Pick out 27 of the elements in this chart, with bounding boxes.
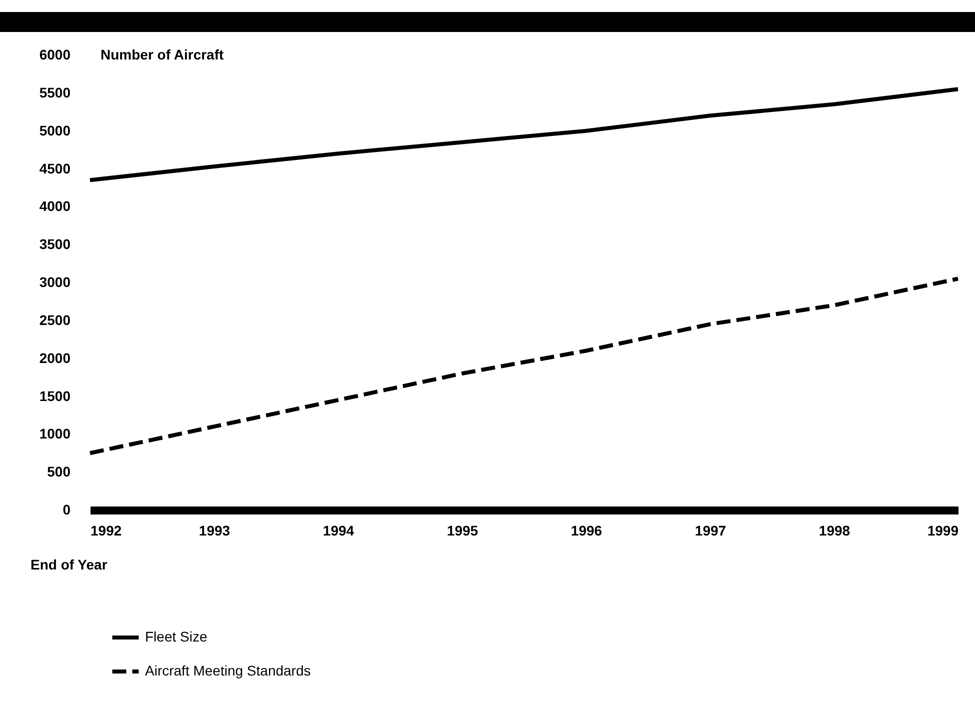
line-series [88, 87, 960, 182]
y-tick-label: 4000 [39, 198, 71, 214]
x-axis-title: End of Year [30, 556, 108, 572]
x-tick-label: 1995 [446, 522, 478, 538]
x-tick-label: 1994 [322, 522, 354, 538]
x-tick-label: 1999 [927, 522, 959, 538]
y-tick-label: 2500 [39, 312, 71, 328]
y-tick-label: 2000 [39, 350, 71, 366]
y-tick-label: 500 [47, 464, 71, 480]
legend-label: Fleet Size [145, 628, 208, 644]
legend-label: Aircraft Meeting Standards [145, 662, 311, 678]
y-tick-label: 6000 [39, 46, 71, 62]
x-tick-label: 1992 [90, 522, 122, 538]
y-tick-label: 0 [62, 502, 71, 518]
y-axis-title: Number of Aircraft [100, 46, 224, 62]
y-tick-label: 5500 [39, 84, 71, 100]
y-tick-label: 4500 [39, 160, 71, 176]
y-tick-label: 3500 [39, 236, 71, 252]
x-tick-label: 1997 [694, 522, 726, 538]
y-tick-label: 5000 [39, 122, 71, 138]
x-tick-label: 1998 [818, 522, 850, 538]
x-tick-label: 1993 [198, 522, 230, 538]
y-tick-label: 1000 [39, 426, 71, 442]
x-tick-label: 1996 [570, 522, 602, 538]
y-tick-label: 1500 [39, 388, 71, 404]
line-series [88, 276, 960, 456]
y-tick-label: 3000 [39, 274, 71, 290]
